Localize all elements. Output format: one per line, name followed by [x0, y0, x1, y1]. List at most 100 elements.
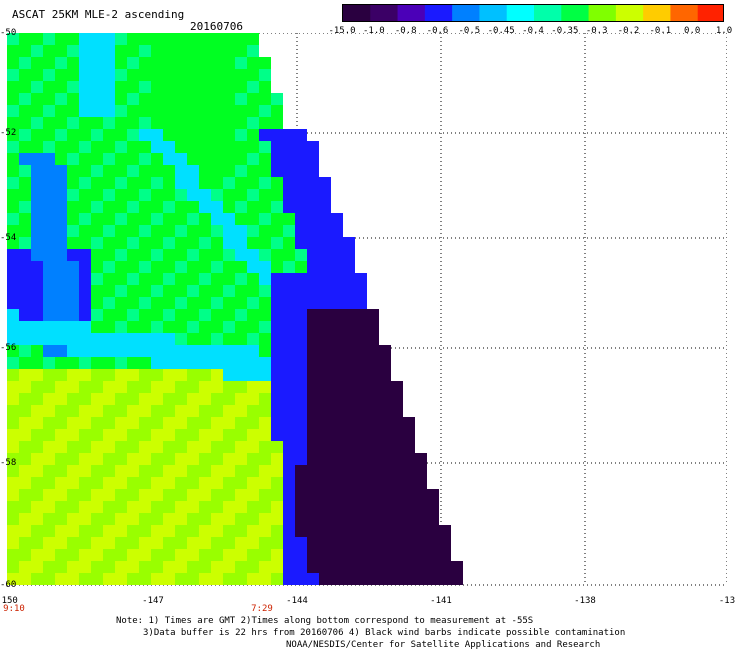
field-cell	[127, 429, 139, 441]
field-cell	[415, 513, 427, 525]
field-cell	[355, 501, 367, 513]
field-cell	[199, 525, 211, 537]
field-cell	[367, 357, 379, 369]
field-cell	[31, 537, 43, 549]
field-cell	[235, 549, 247, 561]
field-cell	[283, 261, 295, 273]
field-cell	[211, 309, 223, 321]
field-cell	[367, 549, 379, 561]
field-cell	[199, 357, 211, 369]
field-cell	[127, 417, 139, 429]
field-cell	[331, 381, 343, 393]
field-cell	[55, 453, 67, 465]
field-cell	[151, 465, 163, 477]
field-cell	[91, 261, 103, 273]
field-cell	[151, 441, 163, 453]
field-cell	[199, 273, 211, 285]
field-cell	[259, 177, 271, 189]
field-cell	[235, 333, 247, 345]
field-cell	[55, 261, 67, 273]
field-cell	[91, 177, 103, 189]
field-cell	[379, 441, 391, 453]
field-cell	[175, 393, 187, 405]
field-cell	[271, 261, 283, 273]
field-cell	[259, 69, 271, 81]
field-cell	[223, 105, 235, 117]
field-cell	[79, 573, 91, 585]
note-line-2: 3)Data buffer is 22 hrs from 20160706 4)…	[143, 628, 626, 638]
field-cell	[19, 153, 31, 165]
field-cell	[43, 501, 55, 513]
field-cell	[187, 333, 199, 345]
field-cell	[19, 513, 31, 525]
field-cell	[175, 237, 187, 249]
field-cell	[283, 477, 295, 489]
field-cell	[295, 297, 307, 309]
field-cell	[79, 93, 91, 105]
field-cell	[283, 297, 295, 309]
field-cell	[139, 93, 151, 105]
field-cell	[103, 285, 115, 297]
field-cell	[271, 273, 283, 285]
field-cell	[139, 81, 151, 93]
field-cell	[295, 525, 307, 537]
field-cell	[391, 525, 403, 537]
field-cell	[67, 105, 79, 117]
field-cell	[55, 573, 67, 585]
field-cell	[43, 81, 55, 93]
field-cell	[271, 369, 283, 381]
field-cell	[331, 297, 343, 309]
field-cell	[247, 261, 259, 273]
field-cell	[247, 225, 259, 237]
field-cell	[127, 441, 139, 453]
field-cell	[79, 273, 91, 285]
field-cell	[127, 105, 139, 117]
field-cell	[199, 261, 211, 273]
field-cell	[415, 453, 427, 465]
field-cell	[91, 81, 103, 93]
field-cell	[55, 117, 67, 129]
field-cell	[403, 477, 415, 489]
field-cell	[331, 453, 343, 465]
field-cell	[115, 405, 127, 417]
field-cell	[91, 417, 103, 429]
field-cell	[31, 177, 43, 189]
field-cell	[43, 153, 55, 165]
field-cell	[175, 333, 187, 345]
field-cell	[367, 501, 379, 513]
field-cell	[199, 573, 211, 585]
field-cell	[19, 249, 31, 261]
field-cell	[295, 273, 307, 285]
field-cell	[247, 537, 259, 549]
colorbar-tick-label: 1.0	[715, 26, 733, 36]
field-cell	[139, 453, 151, 465]
field-cell	[43, 489, 55, 501]
field-cell	[79, 309, 91, 321]
field-cell	[139, 537, 151, 549]
field-cell	[7, 69, 19, 81]
field-cell	[247, 369, 259, 381]
field-cell	[103, 189, 115, 201]
field-cell	[19, 369, 31, 381]
field-cell	[211, 225, 223, 237]
field-cell	[247, 165, 259, 177]
field-cell	[163, 549, 175, 561]
field-cell	[187, 57, 199, 69]
field-cell	[151, 273, 163, 285]
field-cell	[115, 189, 127, 201]
field-cell	[103, 213, 115, 225]
field-cell	[319, 249, 331, 261]
field-cell	[295, 357, 307, 369]
field-cell	[175, 513, 187, 525]
field-cell	[223, 549, 235, 561]
field-cell	[199, 465, 211, 477]
field-cell	[295, 345, 307, 357]
field-cell	[187, 561, 199, 573]
field-cell	[127, 489, 139, 501]
field-cell	[7, 345, 19, 357]
field-cell	[91, 537, 103, 549]
field-cell	[343, 309, 355, 321]
field-cell	[355, 321, 367, 333]
field-cell	[19, 357, 31, 369]
field-cell	[211, 405, 223, 417]
